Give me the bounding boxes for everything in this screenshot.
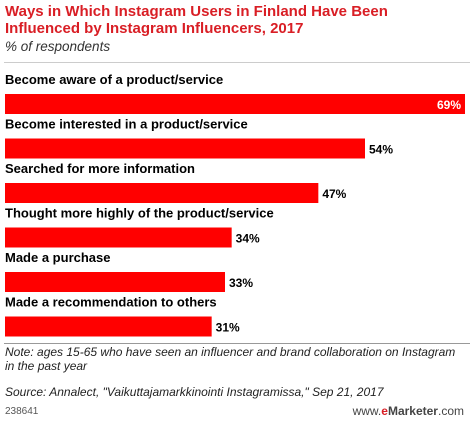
brand-name: Marketer [387,404,438,418]
category-label: Searched for more information [5,161,195,176]
chart-subtitle: % of respondents [5,39,111,54]
value-label: 54% [369,143,393,157]
bar [5,94,465,114]
chart-title: Ways in Which Instagram Users in Finland… [5,3,388,37]
bar [5,227,232,248]
chart-source: Source: Annalect, "Vaikuttajamarkkinoint… [5,385,384,399]
value-label: 33% [229,276,253,290]
bar [5,316,212,337]
bar-chart: Become aware of a product/service 69% Beco… [5,72,465,337]
bar [5,138,365,159]
category-label: Become interested in a product/service [5,117,248,132]
category-label: Become aware of a product/service [5,72,223,87]
value-label: 47% [322,187,346,201]
bar [5,272,225,292]
chart-id: 238641 [5,406,39,417]
brand-suffix: .com [437,404,464,418]
brand-logo[interactable]: www.eMarketer.com [353,404,464,418]
bottom-divider [4,343,470,344]
brand-e: e [381,404,388,418]
category-label: Made a recommendation to others [5,295,217,310]
top-divider [4,62,470,63]
value-label: 31% [216,321,240,335]
category-label: Thought more highly of the product/servi… [5,206,274,221]
category-label: Made a purchase [5,250,111,265]
value-label: 34% [236,232,260,246]
value-label: 69% [437,98,461,112]
chart-note: Note: ages 15-65 who have seen an influe… [5,345,456,373]
bar [5,183,319,203]
brand-prefix: www. [352,404,382,418]
